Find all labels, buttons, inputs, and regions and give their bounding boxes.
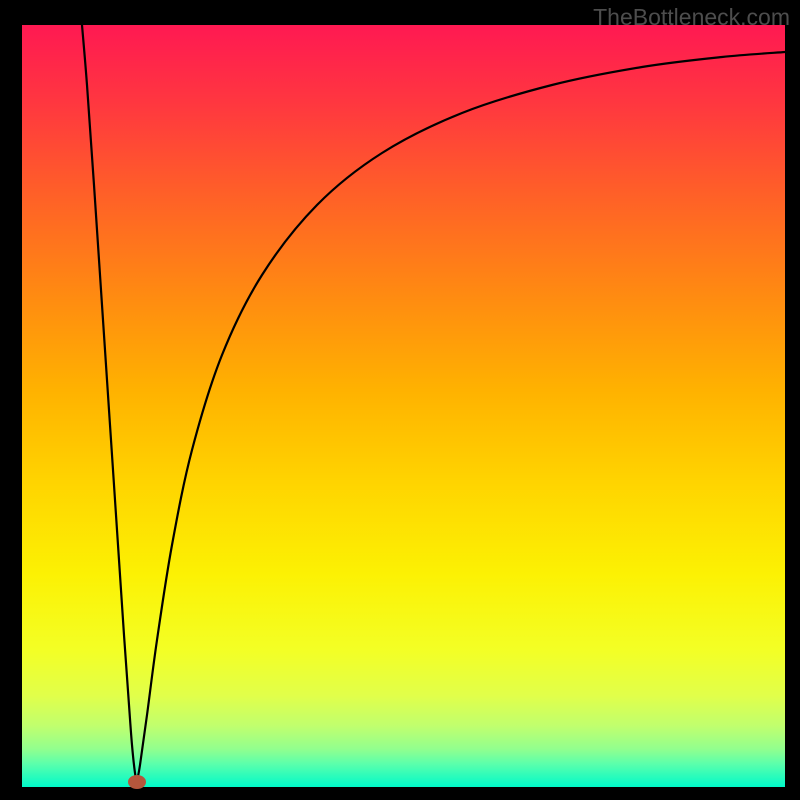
- cusp-marker: [128, 775, 146, 789]
- frame-border-left: [0, 0, 22, 800]
- curve-right-branch: [137, 52, 785, 781]
- frame-border-right: [785, 0, 800, 800]
- bottleneck-curve: [22, 25, 785, 787]
- frame-border-bottom: [0, 787, 800, 800]
- chart-stage: TheBottleneck.com: [0, 0, 800, 800]
- watermark-label: TheBottleneck.com: [593, 4, 790, 31]
- curve-left-branch: [82, 25, 137, 781]
